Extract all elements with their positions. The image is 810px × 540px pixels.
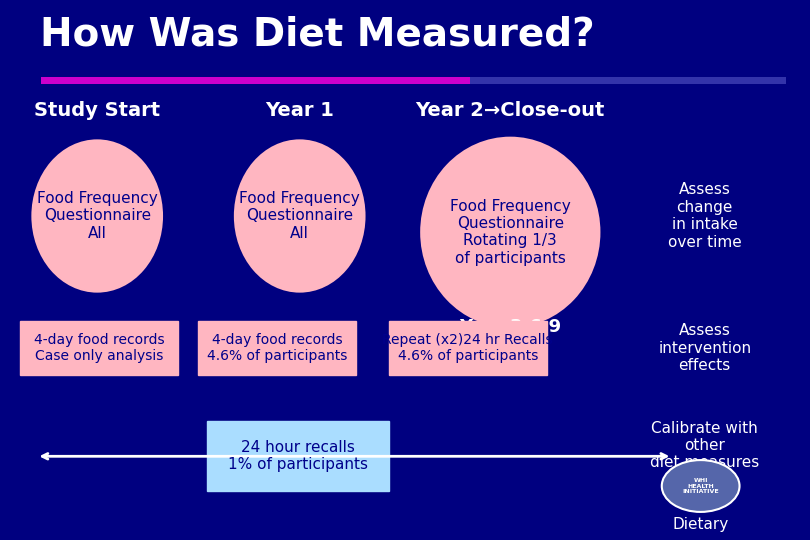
Ellipse shape: [421, 138, 599, 327]
Ellipse shape: [235, 140, 364, 292]
Text: WHI
HEALTH
INITIATIVE: WHI HEALTH INITIATIVE: [682, 478, 719, 494]
FancyBboxPatch shape: [40, 77, 470, 84]
Text: Year 1: Year 1: [265, 101, 335, 120]
Circle shape: [662, 460, 740, 512]
Text: 24 hour recalls
1% of participants: 24 hour recalls 1% of participants: [228, 440, 368, 472]
FancyBboxPatch shape: [207, 421, 389, 491]
FancyBboxPatch shape: [198, 321, 356, 375]
Text: Assess
intervention
effects: Assess intervention effects: [659, 323, 751, 373]
Text: Dietary: Dietary: [672, 517, 729, 532]
Text: 4-day food records
4.6% of participants: 4-day food records 4.6% of participants: [207, 333, 347, 363]
Text: Calibrate with
other
diet measures: Calibrate with other diet measures: [650, 421, 759, 470]
Text: Study Start: Study Start: [34, 101, 160, 120]
Text: 4-day food records
Case only analysis: 4-day food records Case only analysis: [34, 333, 164, 363]
FancyBboxPatch shape: [389, 321, 547, 375]
Text: Year 2→Close-out: Year 2→Close-out: [416, 101, 605, 120]
Text: Food Frequency
Questionnaire
All: Food Frequency Questionnaire All: [239, 191, 360, 241]
Text: Food Frequency
Questionnaire
All: Food Frequency Questionnaire All: [36, 191, 158, 241]
Text: Repeat (x2)24 hr Recalls
4.6% of participants: Repeat (x2)24 hr Recalls 4.6% of partici…: [382, 333, 553, 363]
FancyBboxPatch shape: [20, 321, 178, 375]
Text: Food Frequency
Questionnaire
Rotating 1/3
of participants: Food Frequency Questionnaire Rotating 1/…: [450, 199, 571, 266]
Text: Assess
change
in intake
over time: Assess change in intake over time: [667, 183, 742, 249]
Ellipse shape: [32, 140, 162, 292]
FancyBboxPatch shape: [470, 77, 786, 84]
Text: How Was Diet Measured?: How Was Diet Measured?: [40, 16, 595, 54]
Text: Year 3,6,9: Year 3,6,9: [459, 318, 561, 336]
